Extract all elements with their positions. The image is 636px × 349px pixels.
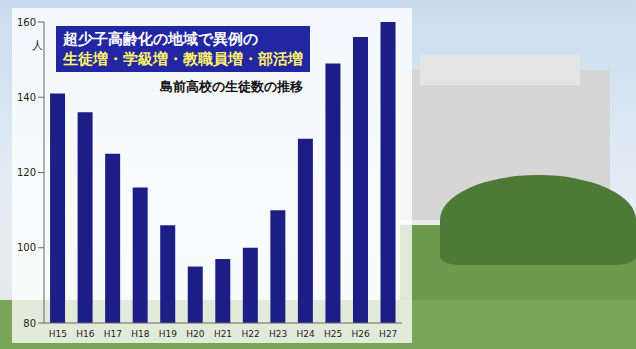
svg-text:H26: H26 (352, 329, 370, 339)
svg-text:100: 100 (17, 242, 36, 253)
svg-text:120: 120 (17, 167, 36, 178)
svg-text:H24: H24 (296, 329, 314, 339)
svg-text:H18: H18 (131, 329, 149, 339)
svg-text:H15: H15 (49, 329, 67, 339)
html-text:島前高校の生徒数の推移: 島前高校の生徒数の推移 (160, 79, 303, 94)
svg-text:H16: H16 (76, 329, 94, 339)
svg-text:140: 140 (17, 92, 36, 103)
html-text:生徒増・学級増・教職員増・部活増: 生徒増・学級増・教職員増・部活増 (63, 50, 303, 68)
svg-text:H17: H17 (104, 329, 122, 339)
svg-text:H23: H23 (269, 329, 287, 339)
svg-text:H19: H19 (159, 329, 177, 339)
html-text:超少子高齢化の地域で異例の: 超少子高齢化の地域で異例の (63, 30, 258, 48)
svg-text:H21: H21 (214, 329, 232, 339)
html-text:人: 人 (32, 39, 43, 52)
svg-text:160: 160 (17, 17, 36, 28)
svg-text:H27: H27 (379, 329, 397, 339)
svg-text:80: 80 (23, 318, 36, 329)
svg-text:H25: H25 (324, 329, 342, 339)
svg-text:H22: H22 (241, 329, 259, 339)
svg-text:H20: H20 (186, 329, 204, 339)
